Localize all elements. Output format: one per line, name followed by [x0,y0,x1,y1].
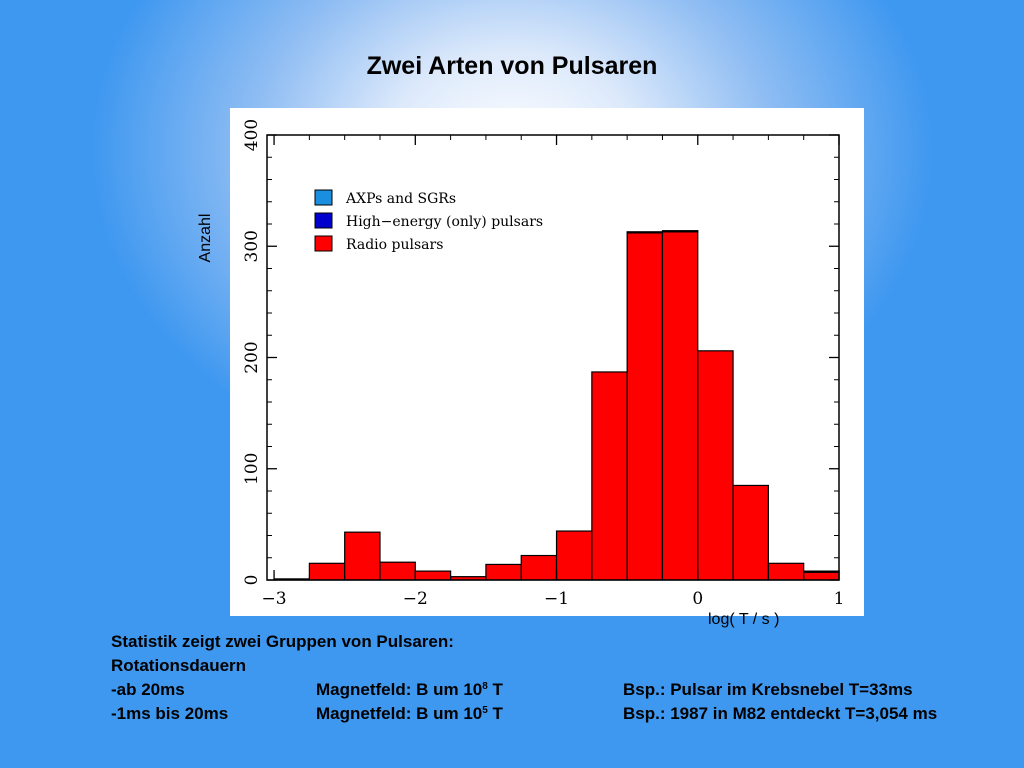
notes-block: Statistik zeigt zwei Gruppen von Pulsare… [111,630,1011,726]
bar [767,562,805,581]
example: Bsp.: 1987 in M82 entdeckt T=3,054 ms [623,704,938,723]
example: Bsp.: Pulsar im Krebsnebel T=33ms [623,680,913,699]
legend-swatch [314,212,333,229]
bar [485,563,522,581]
bar [661,231,699,581]
y-axis-label: Anzahl [197,213,214,263]
x-tick-label: −3 [262,589,287,609]
bar [697,350,734,581]
x-tick-label: −1 [544,589,569,609]
y-tick-label: 300 [242,230,262,262]
x-axis-label: log( T / s ) [708,611,780,628]
slide-title: Zwei Arten von Pulsaren [366,52,658,80]
legend-label: Radio pulsars [346,237,443,253]
bar [803,571,840,581]
bar [626,232,664,581]
bar [379,561,416,581]
y-tick-label: 100 [242,453,262,485]
histogram-panel: −3 −2 −1 0 1 0 100 200 300 400 AXPs and SGRs High−… [230,108,864,616]
bar [661,230,699,233]
x-tick-label: 1 [834,589,845,609]
bar [591,371,628,581]
bar [344,531,381,581]
bar [555,530,593,581]
period-range: -1ms bis 20ms [111,704,229,723]
magnetic-field: Magnetfeld: B um 105 T [316,704,503,723]
period-range: -ab 20ms [111,680,185,699]
legend: AXPs and SGRs High−energy (only) pulsars R… [314,189,543,253]
bar [308,562,346,581]
histogram-chart: −3 −2 −1 0 1 0 100 200 300 400 AXPs and SGRs High−… [242,119,844,609]
bar [732,484,769,581]
legend-swatch [314,189,333,206]
bar [414,570,452,581]
bar [520,554,558,581]
legend-label: High−energy (only) pulsars [346,214,543,230]
magnetic-field: Magnetfeld: B um 108 T [316,680,503,699]
y-tick-label: 200 [242,341,262,373]
y-tick-label: 400 [242,119,262,151]
x-tick-label: 0 [692,589,703,609]
legend-swatch [314,235,333,252]
x-tick-label: −2 [403,589,428,609]
legend-label: AXPs and SGRs [345,191,456,207]
bars-layer [273,230,840,581]
notes-row: -ab 20ms Magnetfeld: B um 108 T Bsp.: Pu… [111,678,1011,702]
notes-row: -1ms bis 20ms Magnetfeld: B um 105 T Bsp… [111,702,1011,726]
notes-heading: Statistik zeigt zwei Gruppen von Pulsare… [111,632,454,651]
bar [803,570,840,573]
bar [626,231,664,234]
y-tick-label: 0 [242,575,262,586]
notes-subheading: Rotationsdauern [111,656,247,675]
axes-layer: −3 −2 −1 0 1 0 100 200 300 400 [242,119,844,609]
